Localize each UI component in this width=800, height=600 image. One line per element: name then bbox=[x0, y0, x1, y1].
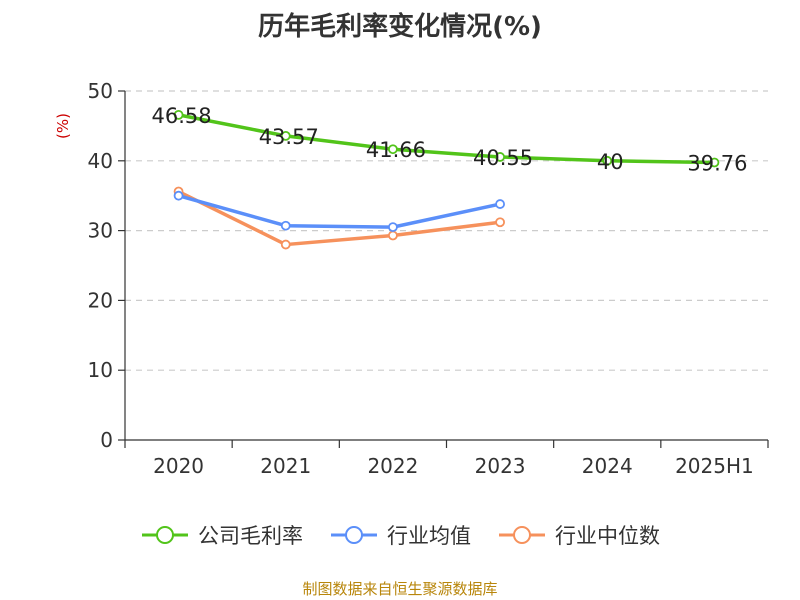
series-line bbox=[176, 189, 502, 247]
x-tick-label: 2021 bbox=[260, 454, 311, 478]
y-tick-label: 30 bbox=[88, 219, 113, 243]
data-point bbox=[280, 130, 291, 141]
legend-marker-icon bbox=[499, 526, 545, 544]
data-point bbox=[495, 199, 505, 209]
data-point bbox=[173, 190, 184, 201]
data-point bbox=[495, 152, 505, 162]
legend-label: 行业均值 bbox=[387, 524, 471, 548]
data-point bbox=[173, 109, 184, 120]
y-tick-label: 40 bbox=[88, 149, 113, 173]
x-tick-label: 2020 bbox=[153, 454, 204, 478]
data-label: 40 bbox=[597, 150, 624, 174]
data-point bbox=[495, 217, 505, 228]
y-tick-label: 0 bbox=[100, 428, 113, 452]
x-tick-label: 2023 bbox=[475, 454, 526, 478]
axes: 0 10 20 30 40 50 2020 2021 2022 2023 2024 2025H1 bbox=[88, 79, 769, 478]
legend-marker-icon bbox=[331, 526, 377, 544]
data-label: 46.58 bbox=[152, 104, 212, 128]
data-point bbox=[280, 239, 291, 250]
legend-item[interactable]: 公司毛利率 bbox=[140, 520, 303, 550]
data-point bbox=[709, 157, 720, 168]
x-tick-label: 2025H1 bbox=[675, 454, 754, 478]
data-point bbox=[388, 230, 398, 241]
x-tick-label: 2024 bbox=[582, 454, 633, 478]
data-point bbox=[602, 155, 613, 166]
legend-item[interactable]: 行业均值 bbox=[329, 520, 471, 550]
legend-label: 公司毛利率 bbox=[198, 524, 303, 548]
legend: 公司毛利率 行业均值 行业中位数 bbox=[0, 520, 800, 550]
series-line bbox=[176, 193, 502, 229]
y-tick-label: 20 bbox=[88, 288, 113, 312]
data-label: 43.57 bbox=[259, 125, 319, 149]
legend-marker-icon bbox=[142, 526, 188, 544]
data-labels: 46.58 43.57 41.66 40.55 40 39.76 bbox=[152, 104, 748, 176]
legend-label: 行业中位数 bbox=[555, 524, 660, 548]
legend-item[interactable]: 行业中位数 bbox=[497, 520, 660, 550]
source-note: 制图数据来自恒生聚源数据库 bbox=[302, 580, 498, 598]
x-tick-label: 2022 bbox=[367, 454, 418, 478]
series-lines bbox=[173, 109, 720, 250]
chart-title: 历年毛利率变化情况(%) bbox=[258, 12, 542, 42]
data-label: 41.66 bbox=[366, 138, 426, 162]
data-label: 40.55 bbox=[473, 146, 533, 170]
y-tick-label: 50 bbox=[88, 79, 113, 103]
data-label: 39.76 bbox=[687, 151, 747, 175]
series-line bbox=[176, 113, 717, 165]
y-axis-label: (%) bbox=[54, 113, 72, 139]
data-point bbox=[388, 222, 398, 233]
y-tick-label: 10 bbox=[88, 358, 113, 382]
data-point bbox=[280, 220, 291, 231]
data-point bbox=[388, 144, 398, 155]
